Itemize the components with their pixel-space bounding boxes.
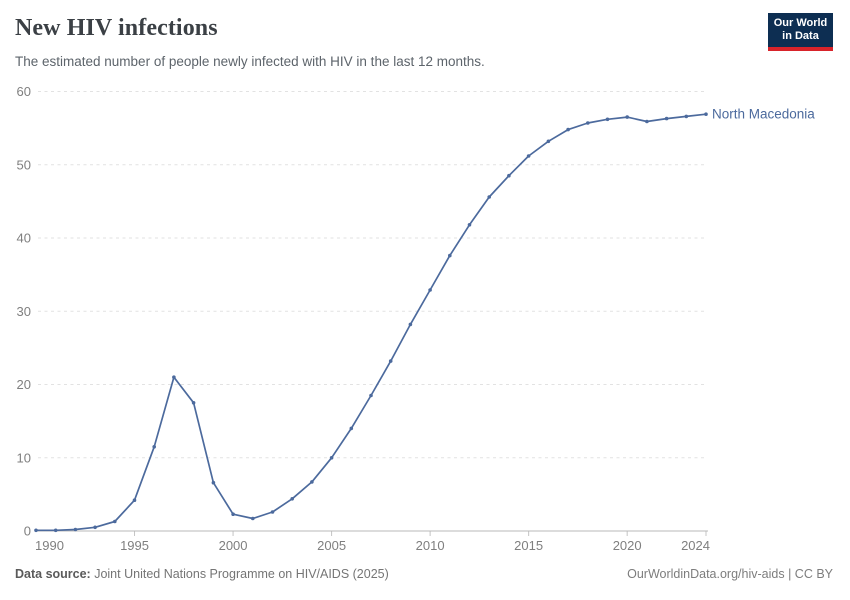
data-point[interactable] xyxy=(467,223,472,227)
data-point[interactable] xyxy=(428,288,432,292)
x-axis-tick-label: 1995 xyxy=(120,538,149,553)
owid-logo-line2: in Data xyxy=(782,30,819,42)
data-point[interactable] xyxy=(310,480,314,484)
data-point[interactable] xyxy=(53,528,58,533)
x-axis-tick-label: 2010 xyxy=(416,538,445,553)
data-point[interactable] xyxy=(605,117,610,122)
data-point[interactable] xyxy=(93,525,97,530)
x-axis-tick-label: 2024 xyxy=(681,538,710,553)
data-point[interactable] xyxy=(408,322,413,327)
data-point[interactable] xyxy=(645,119,649,124)
data-point[interactable] xyxy=(586,121,590,125)
data-point[interactable] xyxy=(172,375,176,380)
data-point[interactable] xyxy=(625,115,629,119)
data-point[interactable] xyxy=(251,516,255,521)
y-axis-tick-label: 20 xyxy=(17,377,31,392)
x-axis-tick-label: 2015 xyxy=(514,538,543,553)
data-point[interactable] xyxy=(684,114,689,119)
data-point[interactable] xyxy=(34,528,38,533)
data-point[interactable] xyxy=(270,510,275,514)
owid-url-license-link[interactable]: OurWorldinData.org/hiv-aids | CC BY xyxy=(627,567,833,581)
data-point[interactable] xyxy=(507,173,511,178)
data-point[interactable] xyxy=(448,253,452,258)
data-point[interactable] xyxy=(487,195,492,199)
data-point[interactable] xyxy=(526,154,531,158)
y-axis-tick-label: 10 xyxy=(17,450,31,465)
data-point[interactable] xyxy=(369,393,373,398)
x-axis-tick-label: 2020 xyxy=(613,538,642,553)
data-point[interactable] xyxy=(231,512,235,516)
y-axis-tick-label: 0 xyxy=(24,524,31,539)
data-point[interactable] xyxy=(132,498,137,503)
owid-logo[interactable]: Our World in Data xyxy=(768,13,833,51)
data-point[interactable] xyxy=(704,112,708,116)
data-point[interactable] xyxy=(73,527,78,532)
x-axis-tick-label: 2000 xyxy=(219,538,248,553)
chart-title: New HIV infections xyxy=(15,15,218,41)
x-axis-tick-label: 1990 xyxy=(35,538,64,553)
data-point[interactable] xyxy=(388,359,393,363)
chart-subtitle: The estimated number of people newly inf… xyxy=(15,54,485,69)
data-point[interactable] xyxy=(329,456,334,460)
y-axis-tick-label: 30 xyxy=(17,304,31,319)
data-source-label: Data source: xyxy=(15,567,91,581)
data-point[interactable] xyxy=(211,480,216,485)
series-north-macedonia[interactable]: North Macedonia xyxy=(34,107,815,533)
data-point[interactable] xyxy=(152,445,156,449)
data-point[interactable] xyxy=(113,519,117,524)
data-point[interactable] xyxy=(566,127,570,132)
data-point[interactable] xyxy=(546,139,551,144)
data-point[interactable] xyxy=(664,116,669,121)
data-source-text: Joint United Nations Programme on HIV/AI… xyxy=(90,567,389,581)
chart-footer: Data source: Joint United Nations Progra… xyxy=(15,567,833,581)
data-point[interactable] xyxy=(349,426,354,431)
data-point[interactable] xyxy=(191,401,196,405)
y-axis-tick-label: 40 xyxy=(17,231,31,246)
y-axis-tick-label: 60 xyxy=(17,84,31,99)
owid-logo-line1: Our World xyxy=(773,17,828,29)
data-point[interactable] xyxy=(290,497,295,501)
data-source-note: Data source: Joint United Nations Progra… xyxy=(15,567,389,581)
y-axis-tick-label: 50 xyxy=(17,157,31,172)
x-axis-tick-label: 2005 xyxy=(317,538,346,553)
series-line[interactable] xyxy=(35,113,707,532)
entity-label[interactable]: North Macedonia xyxy=(712,107,815,122)
